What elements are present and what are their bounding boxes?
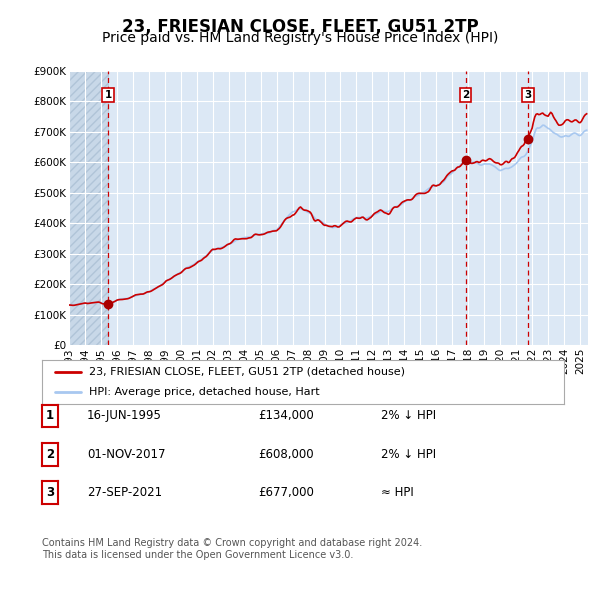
- Text: 1: 1: [104, 90, 112, 100]
- Text: £608,000: £608,000: [258, 448, 314, 461]
- Text: 2: 2: [462, 90, 469, 100]
- Text: 16-JUN-1995: 16-JUN-1995: [87, 409, 162, 422]
- Text: 01-NOV-2017: 01-NOV-2017: [87, 448, 166, 461]
- Text: 2: 2: [46, 448, 54, 461]
- Text: 23, FRIESIAN CLOSE, FLEET, GU51 2TP: 23, FRIESIAN CLOSE, FLEET, GU51 2TP: [122, 18, 478, 36]
- Text: ≈ HPI: ≈ HPI: [381, 486, 414, 499]
- Text: HPI: Average price, detached house, Hart: HPI: Average price, detached house, Hart: [89, 387, 320, 397]
- Text: £677,000: £677,000: [258, 486, 314, 499]
- Text: 2% ↓ HPI: 2% ↓ HPI: [381, 409, 436, 422]
- Text: 27-SEP-2021: 27-SEP-2021: [87, 486, 162, 499]
- Text: £134,000: £134,000: [258, 409, 314, 422]
- Text: 2% ↓ HPI: 2% ↓ HPI: [381, 448, 436, 461]
- Text: 3: 3: [46, 486, 54, 499]
- Text: 1: 1: [46, 409, 54, 422]
- Text: Price paid vs. HM Land Registry's House Price Index (HPI): Price paid vs. HM Land Registry's House …: [102, 31, 498, 45]
- Bar: [69, 71, 108, 345]
- Text: 23, FRIESIAN CLOSE, FLEET, GU51 2TP (detached house): 23, FRIESIAN CLOSE, FLEET, GU51 2TP (det…: [89, 367, 405, 377]
- Text: Contains HM Land Registry data © Crown copyright and database right 2024.
This d: Contains HM Land Registry data © Crown c…: [42, 538, 422, 560]
- Text: 3: 3: [524, 90, 532, 100]
